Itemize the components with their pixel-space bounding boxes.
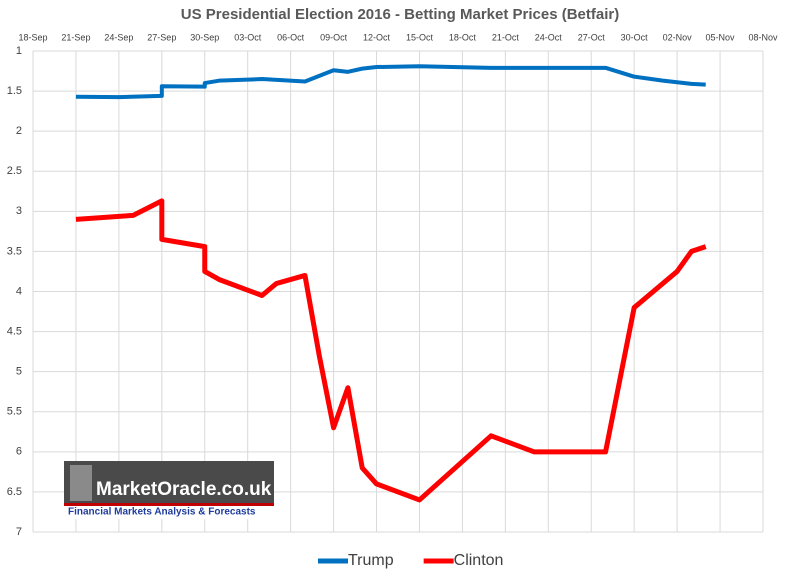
x-tick-label: 15-Oct	[406, 32, 434, 42]
x-tick-label: 27-Sep	[147, 32, 176, 42]
watermark-banner	[64, 461, 274, 503]
y-tick-label: 2	[16, 125, 22, 137]
x-tick-label: 18-Oct	[449, 32, 477, 42]
chart-title: US Presidential Election 2016 - Betting …	[181, 6, 619, 23]
x-tick-label: 30-Oct	[621, 32, 649, 42]
x-tick-label: 30-Sep	[190, 32, 219, 42]
watermark-tagline: Financial Markets Analysis & Forecasts	[68, 507, 256, 518]
x-tick-label: 24-Oct	[535, 32, 563, 42]
x-tick-label: 09-Oct	[320, 32, 348, 42]
x-tick-label: 21-Oct	[492, 32, 520, 42]
watermark-figure	[70, 465, 92, 501]
y-tick-label: 4.5	[7, 325, 22, 337]
legend-label: Trump	[348, 552, 394, 569]
series-line	[75, 198, 707, 503]
y-tick-label: 7	[16, 526, 22, 538]
y-tick-label: 1.5	[7, 85, 22, 97]
x-tick-label: 12-Oct	[363, 32, 391, 42]
y-tick-label: 2.5	[7, 165, 22, 177]
x-tick-label: 05-Nov	[706, 32, 736, 42]
x-tick-label: 18-Sep	[18, 32, 47, 42]
x-tick-label: 06-Oct	[277, 32, 305, 42]
x-tick-label: 03-Oct	[234, 32, 262, 42]
x-tick-label: 24-Sep	[104, 32, 133, 42]
y-tick-label: 6	[16, 446, 22, 458]
watermark-name: MarketOracle.co.uk	[96, 479, 272, 500]
y-tick-label: 3.5	[7, 245, 22, 257]
series-line	[75, 64, 706, 100]
y-tick-label: 4	[16, 285, 22, 297]
y-tick-label: 5	[16, 366, 22, 378]
legend-label: Clinton	[454, 552, 504, 569]
y-tick-label: 3	[16, 205, 22, 217]
y-tick-label: 1	[16, 45, 22, 57]
x-tick-label: 27-Oct	[578, 32, 606, 42]
x-tick-label: 02-Nov	[663, 32, 693, 42]
watermark-stripe	[64, 503, 274, 506]
x-tick-label: 08-Nov	[748, 32, 778, 42]
y-tick-label: 5.5	[7, 406, 22, 418]
x-tick-label: 21-Sep	[61, 32, 90, 42]
y-tick-label: 6.5	[7, 486, 22, 498]
watermark: MarketOracle.co.uk Financial Markets Ana…	[64, 461, 274, 519]
